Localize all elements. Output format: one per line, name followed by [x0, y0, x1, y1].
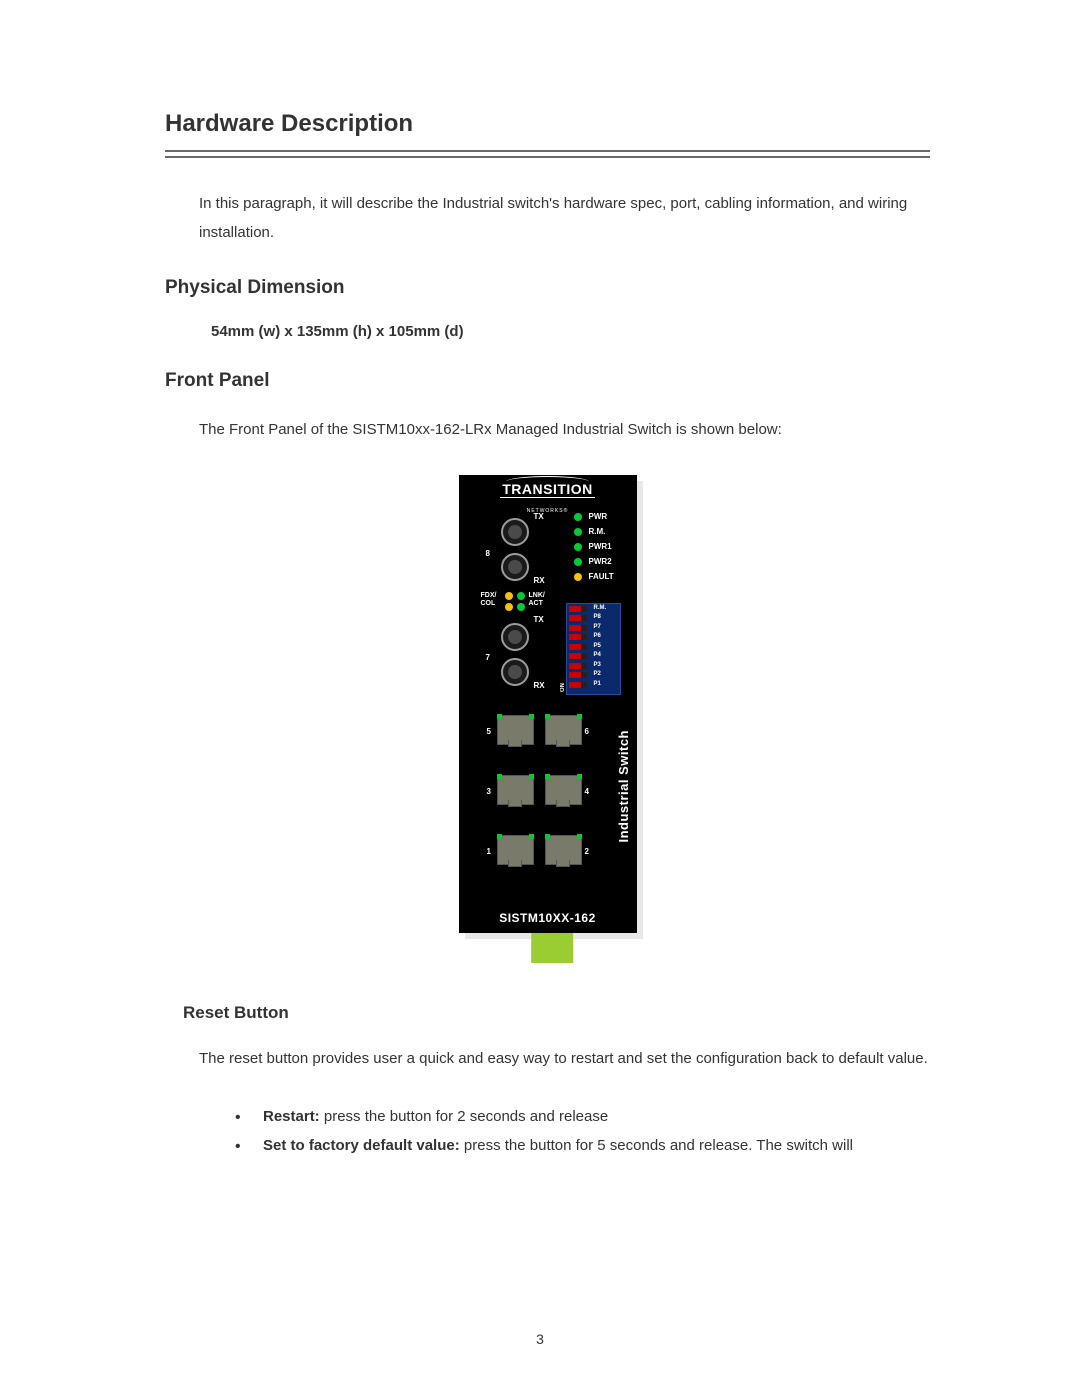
dip-switch-p8 [569, 615, 587, 621]
status-led-label-rm: R.M. [589, 527, 606, 536]
dip-switch-rm [569, 606, 587, 612]
reset-bullet-factory-bold: Set to factory default value: [263, 1137, 460, 1154]
section-reset-button: Reset Button [183, 1003, 930, 1023]
intro-paragraph: In this paragraph, it will describe the … [199, 190, 930, 247]
dip-switch-p1 [569, 682, 587, 688]
port-label-3: 3 [487, 787, 491, 796]
fiber8-rx-label: RX [534, 576, 545, 585]
fiber-port-7-tx [501, 623, 529, 651]
dip-switch-block: ONR.M.P8P7P6P5P4P3P2P1 [566, 603, 621, 695]
port-label-5: 5 [487, 727, 491, 736]
reset-bullet-list: Restart: press the button for 2 seconds … [235, 1103, 930, 1160]
lnk-label-2: ACT [529, 600, 543, 607]
fdx-label-2: COL [481, 600, 496, 607]
document-page: Hardware Description In this paragraph, … [0, 0, 1080, 1397]
page-title: Hardware Description [165, 110, 930, 138]
brand-logo: TRANSITION NETWORKS® [459, 481, 637, 517]
status-led-label-pwr1: PWR1 [589, 542, 612, 551]
lnk-label-1: LNK/ [529, 592, 545, 599]
dip-label-p2: P2 [594, 671, 601, 677]
status-led-label-pwr2: PWR2 [589, 557, 612, 566]
fiber8-group-label: 8 [486, 549, 490, 558]
device-shadow: TRANSITION NETWORKS® PWR R.M. PWR1 PWR2 FAUL… [459, 475, 637, 963]
dip-label-p3: P3 [594, 662, 601, 668]
fiber-port-8-rx [501, 553, 529, 581]
dip-row-p4: P4 [569, 653, 622, 661]
dip-switch-p2 [569, 672, 587, 678]
reset-bullet-factory-text: press the button for 5 seconds and relea… [460, 1137, 853, 1154]
lnk-led-7 [517, 603, 525, 611]
dip-row-p7: P7 [569, 625, 622, 633]
section-front-panel: Front Panel [165, 370, 930, 392]
status-led-label-pwr: PWR [589, 512, 608, 521]
brand-name: TRANSITION [500, 481, 595, 498]
dip-switch-p4 [569, 653, 587, 659]
fdx-led-7 [505, 603, 513, 611]
fiber8-tx-label: TX [534, 512, 544, 521]
page-number: 3 [0, 1331, 1080, 1347]
physical-dimension-value: 54mm (w) x 135mm (h) x 105mm (d) [211, 323, 930, 340]
rj45-port-6 [545, 715, 582, 745]
reset-bullet-restart-text: press the button for 2 seconds and relea… [320, 1108, 609, 1125]
rj45-port-3 [497, 775, 534, 805]
fiber-port-7-rx [501, 658, 529, 686]
port-label-1: 1 [487, 847, 491, 856]
dip-label-p6: P6 [594, 633, 601, 639]
front-panel-text: The Front Panel of the SISTM10xx-162-LRx… [199, 416, 930, 445]
dip-switch-p5 [569, 644, 587, 650]
dip-row-p1: P1 [569, 682, 622, 690]
dip-row-rm: R.M. [569, 606, 622, 614]
reset-text: The reset button provides user a quick a… [199, 1045, 930, 1074]
dip-label-p5: P5 [594, 643, 601, 649]
dip-row-p2: P2 [569, 672, 622, 680]
dip-switch-p7 [569, 625, 587, 631]
dip-label-p1: P1 [594, 681, 601, 687]
status-led-label-fault: FAULT [589, 572, 614, 581]
dip-label-p4: P4 [594, 652, 601, 658]
rj45-port-5 [497, 715, 534, 745]
fiber7-group-label: 7 [486, 653, 490, 662]
dip-row-p6: P6 [569, 634, 622, 642]
reset-bullet-restart-bold: Restart: [263, 1108, 320, 1125]
reset-bullet-factory: Set to factory default value: press the … [235, 1132, 930, 1161]
dip-row-p8: P8 [569, 615, 622, 623]
fdx-led-8 [505, 592, 513, 600]
status-led-fault [574, 573, 582, 581]
device-figure: TRANSITION NETWORKS® PWR R.M. PWR1 PWR2 FAUL… [165, 475, 930, 963]
port-label-4: 4 [585, 787, 589, 796]
fiber7-tx-label: TX [534, 615, 544, 624]
device-front-panel: TRANSITION NETWORKS® PWR R.M. PWR1 PWR2 FAUL… [459, 475, 637, 933]
fiber7-rx-label: RX [534, 681, 545, 690]
rj45-port-4 [545, 775, 582, 805]
status-led-pwr [574, 513, 582, 521]
rj45-port-1 [497, 835, 534, 865]
side-label: Industrial Switch [616, 730, 631, 843]
dip-row-p5: P5 [569, 644, 622, 652]
dip-switch-p6 [569, 634, 587, 640]
rj45-port-2 [545, 835, 582, 865]
fiber-port-8-tx [501, 518, 529, 546]
status-led-pwr1 [574, 543, 582, 551]
reset-bullet-restart: Restart: press the button for 2 seconds … [235, 1103, 930, 1132]
dip-label-p7: P7 [594, 624, 601, 630]
title-rule [165, 150, 930, 158]
section-physical-dimension: Physical Dimension [165, 277, 930, 299]
dip-label-rm: R.M. [594, 605, 607, 611]
fdx-label-1: FDX/ [481, 592, 497, 599]
dip-on-label: ON [560, 683, 566, 692]
status-led-rm [574, 528, 582, 536]
lnk-led-8 [517, 592, 525, 600]
model-number: SISTM10XX-162 [459, 911, 637, 925]
dip-row-p3: P3 [569, 663, 622, 671]
dip-switch-p3 [569, 663, 587, 669]
green-tab [531, 933, 573, 963]
port-label-6: 6 [585, 727, 589, 736]
port-label-2: 2 [585, 847, 589, 856]
dip-label-p8: P8 [594, 614, 601, 620]
status-led-pwr2 [574, 558, 582, 566]
